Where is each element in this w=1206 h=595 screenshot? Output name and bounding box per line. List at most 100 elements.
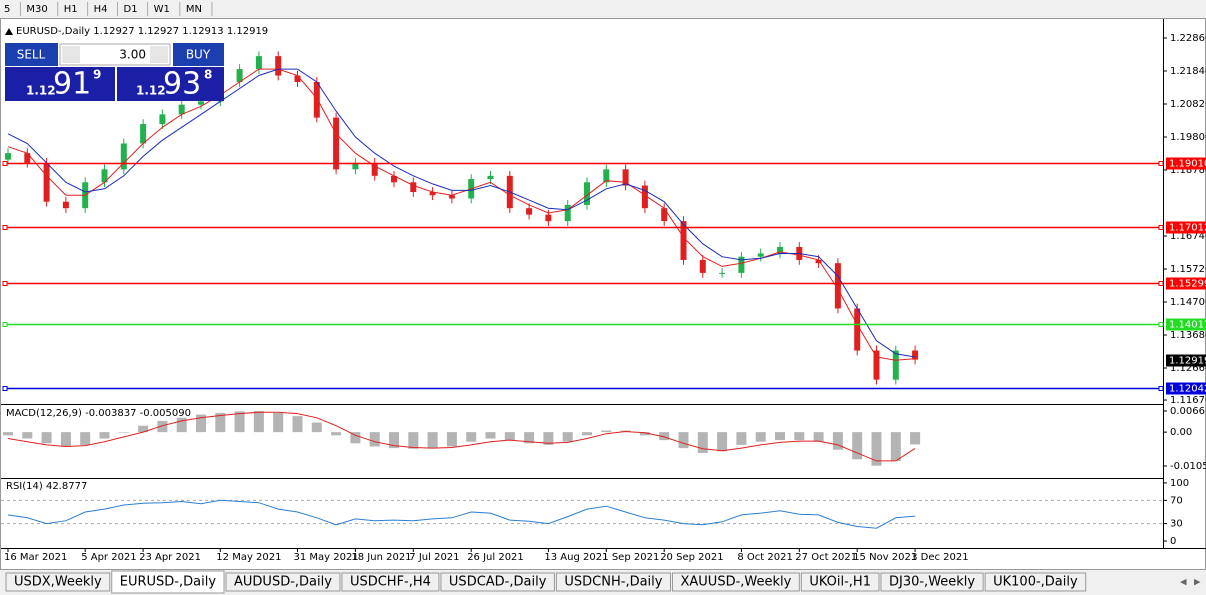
macd-bar bbox=[427, 432, 438, 449]
tab-label[interactable]: EURUSD-,Daily bbox=[120, 575, 217, 590]
tab[interactable] bbox=[225, 572, 341, 592]
x-tick-label: 27 Oct 2021 bbox=[795, 552, 857, 563]
macd-bar bbox=[99, 432, 110, 439]
sell-button[interactable] bbox=[5, 43, 58, 66]
bid-box[interactable] bbox=[5, 67, 115, 101]
level-label: 1.14017 bbox=[1169, 320, 1206, 331]
level-label: 1.15299 bbox=[1169, 279, 1206, 290]
tab-label[interactable]: USDX,Weekly bbox=[14, 575, 102, 590]
lots-value[interactable]: 3.00 bbox=[119, 48, 146, 62]
level-handle bbox=[1158, 281, 1164, 286]
scroll-right: ▸ bbox=[1194, 575, 1201, 590]
candle-body bbox=[178, 104, 185, 115]
y-tick-label: 1.12660 bbox=[1170, 363, 1206, 374]
timeframe[interactable]: M30 bbox=[26, 4, 47, 15]
candle-body bbox=[294, 75, 301, 83]
level-handle bbox=[2, 225, 8, 230]
macd-bar bbox=[639, 432, 650, 436]
macd-bar bbox=[659, 432, 670, 441]
x-tick-label: 13 Aug 2021 bbox=[544, 552, 608, 563]
x-tick-label: 31 May 2021 bbox=[294, 552, 359, 563]
candle-body bbox=[333, 117, 340, 170]
tab[interactable] bbox=[341, 572, 440, 592]
x-tick-label: 3 Dec 2021 bbox=[911, 552, 969, 563]
scroll-left: ◂ bbox=[1180, 575, 1187, 590]
ask-box[interactable] bbox=[117, 67, 224, 101]
tab[interactable] bbox=[111, 570, 225, 594]
indicator-title: MACD(12,26,9) -0.003837 -0.005090 bbox=[6, 408, 191, 419]
timeframe[interactable]: H4 bbox=[94, 4, 108, 15]
tab-label[interactable]: USDCHF-,H4 bbox=[350, 575, 431, 590]
macd-bar bbox=[678, 432, 689, 449]
tab[interactable] bbox=[800, 572, 880, 592]
level-label: 1.12919 bbox=[1169, 356, 1206, 367]
tab-label[interactable]: USDCNH-,Daily bbox=[564, 575, 662, 590]
lots-field[interactable] bbox=[59, 43, 171, 66]
y-tick-label: 1.11670 bbox=[1170, 395, 1206, 406]
timeframe[interactable]: W1 bbox=[154, 4, 170, 15]
macd-bar bbox=[369, 432, 380, 447]
tab[interactable] bbox=[440, 572, 555, 592]
candle-body bbox=[564, 204, 571, 222]
indicator-title: RSI(14) 42.8777 bbox=[6, 481, 87, 492]
buy-button[interactable] bbox=[173, 43, 224, 66]
signal-line bbox=[7, 411, 916, 462]
macd-bar bbox=[253, 411, 264, 433]
macd-bar bbox=[794, 432, 805, 441]
y-tick-label: -0.010598 bbox=[1170, 461, 1206, 472]
level-label-box bbox=[1166, 277, 1206, 290]
candle-body bbox=[757, 253, 764, 257]
candle-body bbox=[275, 56, 282, 76]
level-label-box bbox=[1166, 354, 1206, 367]
candle-body bbox=[777, 247, 783, 254]
macd-bar bbox=[118, 432, 129, 433]
y-tick-label: 1.16740 bbox=[1170, 231, 1206, 242]
y-tick-label: 1.22860 bbox=[1170, 33, 1206, 44]
candle-body bbox=[719, 272, 726, 274]
tab-label[interactable]: DJ30-,Weekly bbox=[889, 575, 975, 590]
y-tick-label: 0.00 bbox=[1170, 427, 1192, 438]
tab[interactable] bbox=[5, 572, 111, 592]
tab-label[interactable]: AUDUSD-,Daily bbox=[234, 575, 332, 590]
macd-bar bbox=[697, 432, 708, 453]
tab-label[interactable]: UKOil-,H1 bbox=[809, 575, 871, 590]
y-tick-label: 1.20820 bbox=[1170, 99, 1206, 110]
macd-bar bbox=[138, 425, 149, 433]
candle-body bbox=[429, 192, 436, 196]
level-handle bbox=[1158, 225, 1164, 230]
candle-body bbox=[198, 101, 204, 105]
tab[interactable] bbox=[555, 572, 671, 592]
buy-label[interactable]: BUY bbox=[186, 48, 211, 62]
timeframe[interactable]: D1 bbox=[124, 4, 138, 15]
tab[interactable] bbox=[984, 572, 1087, 592]
candle-body bbox=[584, 182, 590, 205]
timeframe[interactable]: MN bbox=[186, 4, 202, 15]
timeframe[interactable]: 5 bbox=[4, 4, 10, 15]
tab-label[interactable]: UK100-,Daily bbox=[993, 575, 1078, 590]
ask-main: 93 bbox=[163, 67, 201, 102]
candle-body bbox=[641, 185, 648, 209]
level-handle bbox=[1158, 386, 1164, 391]
macd-bar bbox=[813, 432, 824, 442]
candle-body bbox=[912, 350, 919, 360]
macd-bar bbox=[890, 432, 901, 461]
y-tick-label: 1.14700 bbox=[1170, 297, 1206, 308]
candle-body bbox=[854, 308, 861, 351]
x-tick-label: 20 Sep 2021 bbox=[660, 552, 723, 563]
macd-bar bbox=[389, 432, 399, 449]
tab[interactable] bbox=[880, 572, 984, 592]
lots-down[interactable] bbox=[62, 46, 80, 63]
level-handle bbox=[2, 281, 8, 286]
level-label-box bbox=[1166, 382, 1206, 395]
candle-body bbox=[391, 175, 397, 183]
tab-label[interactable]: XAUUSD-,Weekly bbox=[680, 575, 791, 590]
level-label-box bbox=[1166, 221, 1206, 234]
tab[interactable] bbox=[671, 572, 800, 592]
macd-bar bbox=[60, 432, 71, 447]
sell-label[interactable]: SELL bbox=[17, 48, 46, 62]
lots-up[interactable] bbox=[150, 46, 168, 63]
candle-body bbox=[43, 162, 50, 202]
timeframe[interactable]: H1 bbox=[64, 4, 78, 15]
tab-label[interactable]: USDCAD-,Daily bbox=[449, 575, 547, 590]
